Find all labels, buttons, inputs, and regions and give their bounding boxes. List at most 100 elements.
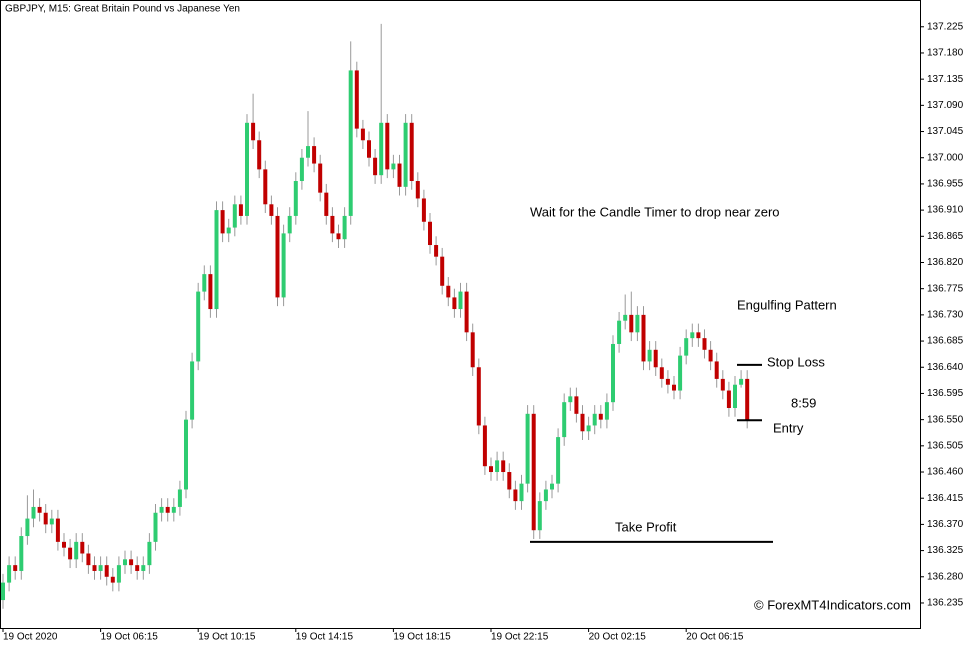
candle-body bbox=[171, 506, 176, 513]
candle-body bbox=[434, 245, 439, 257]
candle-body bbox=[257, 140, 262, 170]
candle-body bbox=[733, 384, 737, 408]
candle-body bbox=[68, 547, 73, 560]
candle-body bbox=[263, 169, 268, 205]
y-tick-label: 136.415 bbox=[927, 493, 964, 504]
y-tick-label: 136.280 bbox=[927, 571, 964, 582]
candle-body bbox=[92, 565, 97, 571]
candle-body bbox=[421, 198, 426, 222]
candle-body bbox=[653, 349, 658, 368]
candle-body bbox=[739, 378, 744, 385]
y-tick-label: 136.910 bbox=[927, 205, 964, 216]
candle-body bbox=[190, 361, 195, 420]
y-tick-label: 136.820 bbox=[927, 257, 964, 268]
x-tick-label: 19 Oct 10:15 bbox=[198, 632, 256, 643]
candle-body bbox=[373, 157, 378, 176]
candle-body bbox=[98, 565, 103, 571]
candle-body bbox=[159, 506, 164, 513]
level-label: Stop Loss bbox=[767, 354, 825, 369]
candle-body bbox=[464, 291, 469, 333]
candle-body bbox=[678, 355, 683, 391]
candle-body bbox=[409, 122, 414, 182]
candle-body bbox=[641, 314, 646, 362]
candle-body bbox=[74, 541, 79, 560]
candle-body bbox=[220, 210, 225, 234]
candle-body bbox=[635, 314, 640, 333]
candle-body bbox=[440, 256, 445, 286]
candle-body bbox=[470, 332, 475, 368]
candle-body bbox=[592, 413, 597, 426]
candle-body bbox=[482, 425, 487, 467]
y-tick-label: 137.135 bbox=[927, 74, 964, 85]
candle-body bbox=[25, 518, 30, 537]
candle-body bbox=[665, 378, 670, 385]
y-tick-label: 136.640 bbox=[927, 362, 964, 373]
candle-body bbox=[43, 512, 48, 525]
candle-body bbox=[531, 413, 536, 531]
candle-body bbox=[293, 181, 298, 216]
chart-title: GBPJPY, M15: Great Britain Pound vs Japa… bbox=[5, 4, 240, 15]
candle-body bbox=[129, 559, 134, 566]
candle-body bbox=[513, 489, 518, 502]
level-label: Take Profit bbox=[615, 519, 677, 534]
candle-body bbox=[458, 291, 463, 310]
y-tick-label: 136.460 bbox=[927, 467, 964, 478]
candle-body bbox=[226, 227, 231, 234]
candle-body bbox=[684, 338, 689, 356]
candle-body bbox=[525, 413, 530, 484]
candle-body bbox=[251, 122, 256, 141]
candle-body bbox=[147, 541, 152, 566]
candle-body bbox=[580, 413, 585, 432]
candle-body bbox=[696, 332, 701, 339]
candle-body bbox=[367, 140, 371, 158]
candle-body bbox=[745, 378, 750, 420]
candle-body bbox=[452, 297, 457, 310]
candle-body bbox=[586, 425, 591, 432]
candle-body bbox=[598, 413, 603, 420]
candle-body bbox=[269, 204, 274, 216]
candle-body bbox=[116, 565, 121, 583]
candle-body bbox=[135, 565, 140, 571]
candle-body bbox=[537, 501, 542, 531]
candle-body bbox=[574, 396, 579, 414]
candle-body bbox=[489, 466, 493, 473]
candle-body bbox=[19, 536, 24, 571]
candle-body bbox=[391, 163, 396, 170]
candle-body bbox=[348, 70, 353, 216]
x-tick-label: 19 Oct 14:15 bbox=[296, 632, 354, 643]
candle-body bbox=[123, 559, 127, 566]
candle-body bbox=[287, 215, 292, 234]
y-tick-label: 137.090 bbox=[927, 100, 964, 111]
candle-body bbox=[7, 565, 12, 583]
candle-body bbox=[238, 204, 243, 216]
y-tick-label: 137.225 bbox=[927, 21, 964, 32]
candle-body bbox=[726, 390, 731, 408]
y-tick-label: 136.550 bbox=[927, 414, 964, 425]
y-tick-label: 137.045 bbox=[927, 126, 964, 137]
candle-body bbox=[714, 361, 719, 379]
y-tick-label: 137.000 bbox=[927, 152, 964, 163]
candle-body bbox=[550, 483, 554, 490]
candle-body bbox=[476, 367, 481, 426]
candle-body bbox=[312, 146, 317, 164]
candle-body bbox=[708, 349, 713, 362]
candle-body bbox=[495, 460, 500, 473]
x-tick-label: 19 Oct 2020 bbox=[3, 632, 58, 643]
candle-body bbox=[629, 314, 634, 333]
watermark: © ForexMT4Indicators.com bbox=[754, 597, 911, 612]
candle-timer: 8:59 bbox=[791, 395, 816, 410]
candle-body bbox=[31, 506, 36, 519]
y-tick-label: 136.730 bbox=[927, 310, 964, 321]
candle-body bbox=[299, 157, 304, 182]
y-tick-label: 136.505 bbox=[927, 440, 964, 451]
candle-body bbox=[281, 233, 286, 298]
candle-body bbox=[324, 192, 329, 216]
candle-body bbox=[543, 489, 548, 502]
candle-body bbox=[403, 122, 408, 187]
candle-body bbox=[80, 541, 85, 554]
candle-body bbox=[611, 343, 615, 403]
candle-body bbox=[379, 122, 384, 176]
candle-body bbox=[568, 396, 573, 403]
candle-body bbox=[519, 483, 524, 502]
candle-body bbox=[13, 565, 18, 571]
